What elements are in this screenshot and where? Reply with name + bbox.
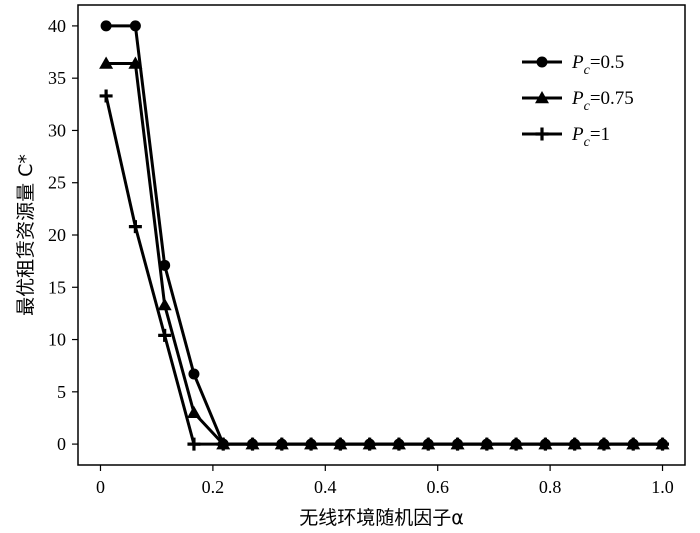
data-point	[568, 437, 582, 451]
y-tick-label: 10	[48, 330, 66, 350]
data-point	[188, 368, 200, 380]
y-tick-label: 20	[48, 225, 66, 245]
data-point	[538, 437, 552, 451]
data-point	[100, 20, 112, 32]
data-point	[451, 437, 465, 451]
data-point	[187, 437, 201, 451]
y-tick-label: 0	[57, 434, 66, 454]
y-tick-label: 5	[57, 382, 66, 402]
data-point	[158, 328, 172, 342]
x-tick-label: 0.2	[202, 477, 225, 497]
data-point	[509, 437, 523, 451]
series-line	[106, 62, 663, 446]
legend-item: Pc=0.5	[522, 52, 624, 78]
legend-label: Pc=1	[571, 124, 610, 150]
legend-marker	[536, 56, 548, 68]
x-tick-label: 0.6	[426, 477, 449, 497]
x-tick-label: 0.4	[314, 477, 337, 497]
plot-area	[77, 4, 686, 466]
x-axis-label: 无线环境随机因子α	[299, 507, 464, 529]
data-point	[157, 298, 172, 311]
legend-label: Pc=0.5	[571, 52, 624, 78]
data-point	[216, 437, 230, 451]
data-point	[333, 437, 347, 451]
legend-marker	[535, 127, 549, 141]
data-point	[275, 437, 289, 451]
x-axis: 0 0.2 0.4 0.6 0.8 1.0	[96, 465, 674, 497]
y-tick-label: 30	[48, 120, 66, 140]
plot-frame	[77, 4, 686, 466]
data-point	[99, 89, 113, 103]
data-point	[480, 437, 494, 451]
series-2	[99, 56, 670, 450]
series-group	[99, 20, 670, 451]
data-point	[129, 20, 141, 32]
legend-label: Pc=0.75	[571, 88, 634, 114]
data-point	[363, 437, 377, 451]
series-3	[99, 89, 670, 451]
data-point	[99, 56, 114, 69]
x-tick-label: 0.8	[539, 477, 562, 497]
y-tick-label: 25	[48, 173, 66, 193]
data-point	[128, 56, 143, 69]
data-point	[626, 437, 640, 451]
data-point	[392, 437, 406, 451]
y-tick-label: 35	[48, 68, 66, 88]
data-point	[186, 405, 201, 418]
data-point	[597, 437, 611, 451]
data-point	[421, 437, 435, 451]
y-tick-label: 15	[48, 277, 66, 297]
data-point	[656, 437, 670, 451]
data-point	[246, 437, 260, 451]
legend-item: Pc=0.75	[522, 88, 634, 114]
legend-marker	[535, 91, 549, 104]
legend-item: Pc=1	[522, 124, 610, 150]
y-axis: 0 5 10 15 20 25 30 35 40	[48, 16, 78, 454]
y-axis-label: 最优租赁资源量 C*	[15, 154, 37, 316]
data-point	[304, 437, 318, 451]
x-tick-label: 0	[96, 477, 105, 497]
x-tick-label: 1.0	[651, 477, 674, 497]
data-point	[159, 259, 171, 271]
y-tick-label: 40	[48, 16, 66, 36]
legend: Pc=0.5 Pc=0.75 Pc=1	[522, 52, 634, 150]
data-point	[128, 220, 142, 234]
